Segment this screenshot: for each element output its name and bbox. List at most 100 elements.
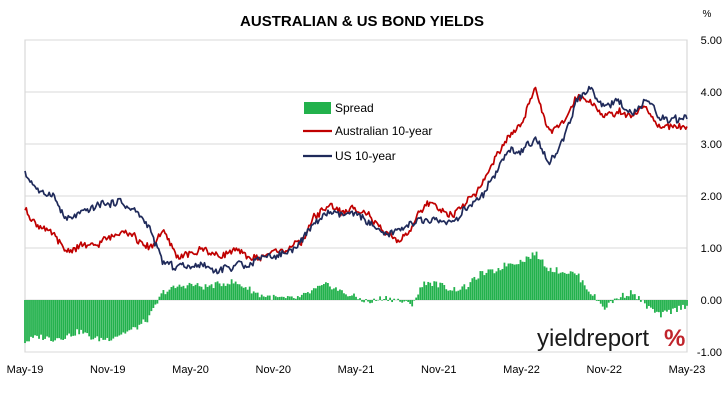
spread-bar	[327, 283, 329, 300]
spread-bar	[627, 296, 630, 300]
legend-label-us: US 10-year	[335, 149, 396, 163]
spread-bar	[94, 300, 97, 338]
spread-bar	[178, 284, 181, 300]
spread-bar	[337, 290, 339, 300]
spread-bar	[184, 288, 187, 300]
spread-bar	[459, 289, 462, 300]
spread-bar	[637, 296, 640, 300]
spread-bar	[589, 294, 592, 300]
spread-bar	[686, 300, 688, 306]
spread-bar	[180, 286, 183, 300]
spread-bar	[164, 294, 167, 300]
spread-bar	[367, 300, 369, 302]
spread-bar	[296, 296, 299, 300]
spread-bar	[411, 300, 414, 307]
spread-bar	[232, 283, 235, 300]
spread-bar	[499, 270, 502, 300]
spread-bar	[405, 300, 408, 301]
spread-bar	[304, 292, 307, 300]
spread-bar	[144, 300, 147, 322]
x-tick-label: May-20	[172, 364, 209, 376]
spread-bar	[256, 292, 259, 300]
spread-bar	[150, 300, 153, 312]
spread-bar	[118, 300, 121, 336]
spread-bar	[531, 252, 534, 300]
spread-bar	[182, 285, 185, 300]
spread-bar	[162, 290, 165, 300]
spread-bar	[463, 284, 466, 300]
spread-bar	[664, 300, 666, 311]
spread-bar	[619, 297, 622, 300]
spread-bar	[190, 283, 193, 300]
spread-bar	[218, 283, 221, 300]
spread-bar	[383, 299, 385, 300]
spread-bar	[108, 300, 111, 342]
spread-bar	[320, 285, 323, 300]
spread-bar	[298, 297, 301, 300]
spread-bar	[451, 290, 454, 300]
spread-bar	[168, 289, 171, 300]
spread-bar	[583, 285, 586, 300]
spread-bar	[359, 298, 361, 300]
spread-bar	[335, 287, 337, 300]
spread-bar	[429, 282, 432, 300]
spread-bar	[166, 291, 169, 300]
spread-bar	[74, 300, 77, 336]
spread-bar	[569, 271, 572, 300]
spread-bar	[557, 273, 560, 300]
spread-bar	[206, 286, 209, 300]
spread-bar	[24, 300, 26, 344]
x-tick-label: Nov-20	[256, 364, 291, 376]
spread-bar	[621, 292, 624, 300]
spread-bar	[120, 300, 123, 335]
spread-bar	[483, 275, 486, 300]
spread-bar	[457, 290, 460, 300]
spread-bar	[102, 300, 105, 340]
spread-bar	[581, 280, 584, 300]
spread-bar	[230, 279, 233, 300]
spread-bar	[407, 300, 410, 302]
spread-bar	[146, 300, 149, 323]
spread-bar	[680, 300, 682, 310]
spread-bar	[72, 300, 75, 336]
spread-bar	[294, 298, 297, 300]
spread-bar	[409, 300, 412, 304]
spread-bar	[489, 269, 492, 300]
spread-bar	[495, 271, 498, 300]
spread-bar	[90, 300, 93, 340]
spread-bar	[549, 267, 552, 300]
spread-bar	[371, 300, 373, 303]
spread-bar	[609, 300, 612, 302]
spread-bar	[493, 273, 496, 300]
spread-bar	[86, 300, 89, 334]
spread-bar	[543, 266, 546, 300]
spread-bar	[603, 300, 606, 310]
spread-bar	[32, 300, 34, 338]
spread-bar	[333, 288, 335, 300]
spread-bar	[565, 273, 568, 300]
y-tick-label: 2.00	[701, 191, 722, 203]
spread-bar	[152, 300, 155, 308]
spread-bar	[126, 300, 129, 332]
spread-bar	[200, 286, 203, 300]
spread-bar	[413, 300, 416, 301]
spread-bar	[523, 261, 526, 300]
spread-bar	[114, 300, 117, 337]
spread-bar	[82, 300, 85, 334]
spread-bar	[220, 286, 223, 300]
spread-bar	[194, 284, 197, 300]
spread-bar	[507, 263, 510, 300]
spread-bar	[375, 300, 377, 301]
spread-bar	[353, 293, 355, 300]
spread-bar	[234, 281, 237, 300]
spread-bar	[66, 300, 69, 336]
spread-bar	[539, 259, 542, 300]
spread-bar	[100, 300, 103, 338]
spread-bar	[98, 300, 101, 342]
spread-bar	[573, 273, 576, 300]
spread-bar	[124, 300, 127, 334]
spread-bar	[449, 290, 452, 300]
spread-bar	[132, 300, 135, 328]
spread-bar	[363, 300, 365, 303]
spread-bar	[533, 255, 536, 300]
